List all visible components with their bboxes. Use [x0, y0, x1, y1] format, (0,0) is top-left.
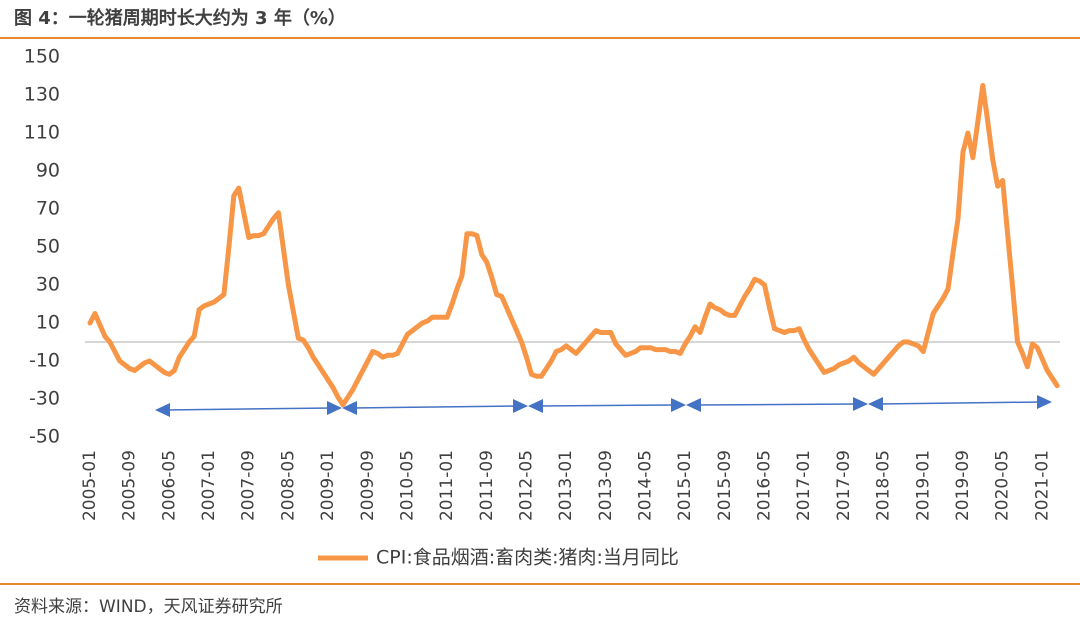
legend-label: CPI:食品烟酒:畜肉类:猪肉:当月同比	[376, 547, 679, 569]
x-tick-label: 2007-01	[199, 450, 219, 521]
x-tick-label: 2014-05	[636, 450, 656, 521]
x-tick-label: 2009-01	[318, 450, 338, 521]
x-tick-label: 2017-01	[794, 450, 814, 521]
x-tick-label: 2021-01	[1032, 450, 1052, 521]
y-tick-label: -50	[29, 426, 60, 448]
y-tick-label: 30	[36, 274, 60, 296]
x-tick-label: 2005-01	[80, 450, 100, 521]
x-tick-label: 2007-09	[239, 450, 259, 521]
y-tick-label: 130	[24, 84, 60, 106]
x-tick-label: 2019-09	[953, 450, 973, 521]
y-tick-label: -10	[29, 350, 60, 372]
y-tick-label: 70	[36, 198, 60, 220]
y-tick-label: -30	[29, 388, 60, 410]
x-tick-label: 2006-05	[159, 450, 179, 521]
x-tick-label: 2018-05	[874, 450, 894, 521]
y-tick-label: 110	[24, 122, 60, 144]
x-tick-label: 2009-09	[358, 450, 378, 521]
source-note: 资料来源：WIND，天风证券研究所	[14, 597, 283, 617]
y-tick-label: 90	[36, 160, 60, 182]
x-tick-label: 2019-01	[913, 450, 933, 521]
x-tick-label: 2005-09	[120, 450, 140, 521]
x-tick-label: 2015-01	[675, 450, 695, 521]
y-tick-label: 150	[24, 46, 60, 68]
cycle-arrows	[155, 395, 1052, 417]
x-tick-label: 2011-01	[437, 450, 457, 521]
x-tick-label: 2015-09	[715, 450, 735, 521]
x-tick-label: 2016-05	[755, 450, 775, 521]
x-tick-label: 2008-05	[278, 450, 298, 521]
y-tick-label: 10	[36, 312, 60, 334]
x-tick-label: 2013-01	[556, 450, 576, 521]
x-tick-label: 2012-05	[516, 450, 536, 521]
data-line	[87, 83, 1060, 408]
x-tick-label: 2011-09	[477, 450, 497, 521]
chart-title: 图 4：一轮猪周期时长大约为 3 年（%）	[14, 7, 346, 29]
x-tick-label: 2010-05	[397, 450, 417, 521]
y-tick-label: 50	[36, 236, 60, 258]
x-tick-label: 2017-09	[834, 450, 854, 521]
x-tick-label: 2013-09	[596, 450, 616, 521]
x-tick-label: 2020-05	[993, 450, 1013, 521]
